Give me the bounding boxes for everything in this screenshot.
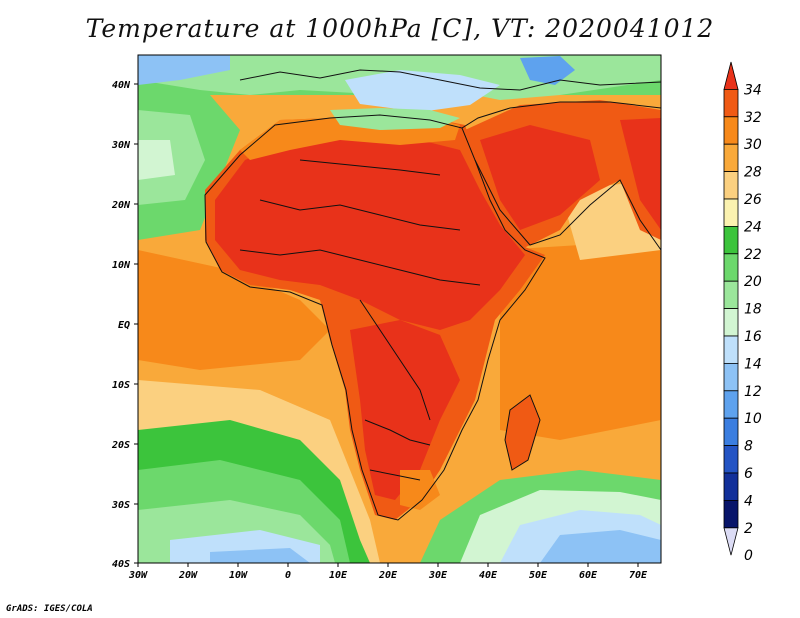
lat-label: 20N (111, 200, 131, 211)
lat-label: 30N (111, 140, 131, 151)
lon-label: 40E (479, 570, 498, 581)
colorbar-label: 32 (744, 110, 762, 126)
lon-label: 30E (428, 570, 448, 581)
colorbar-segment (723, 61, 739, 90)
lon-label: 30W (128, 570, 148, 581)
colorbar-segment (723, 527, 739, 556)
colorbar-segment (723, 445, 739, 474)
credit-text: GrADS: IGES/COLA (6, 604, 93, 614)
lon-label: 0 (285, 570, 291, 581)
colorbar-label: 8 (744, 439, 753, 455)
colorbar-segment (723, 171, 739, 200)
colorbar-segment (723, 417, 739, 447)
temperature-field (138, 55, 661, 563)
colorbar-segment (723, 225, 739, 255)
colorbar-label: 2 (744, 521, 753, 537)
longitude-labels: 30W 20W 10W 0 10E 20E 30E 40E 50E 60E 70… (128, 570, 648, 581)
latitude-labels: 40N 30N 20N 10N EQ 10S 20S 30S 40S (111, 80, 131, 570)
lat-label: 30S (111, 500, 130, 511)
colorbar-label: 18 (744, 302, 762, 318)
colorbar-segment (723, 499, 739, 529)
colorbar-label: 14 (744, 356, 762, 372)
lon-label: 70E (629, 570, 648, 581)
colorbar-segment (723, 335, 739, 364)
lon-label: 20E (378, 570, 398, 581)
colorbar-label: 34 (744, 82, 762, 98)
colorbar-label: 24 (744, 219, 762, 235)
colorbar-label: 0 (744, 548, 753, 564)
colorbar-segment (723, 472, 739, 501)
colorbar-segment (723, 116, 739, 145)
colorbar-label: 12 (744, 384, 762, 400)
colorbar-label: 22 (744, 247, 762, 263)
colorbar-segment (723, 280, 739, 310)
colorbar-label: 4 (744, 493, 753, 509)
lat-label: EQ (118, 320, 130, 331)
colorbar-label: 16 (744, 329, 762, 345)
colorbar-label: 20 (744, 274, 762, 290)
lat-label: 40N (112, 80, 131, 91)
colorbar-segment (723, 143, 739, 172)
colorbar-segment (723, 390, 739, 419)
coastlines (204, 69, 661, 521)
map-frame (137, 54, 662, 564)
axis-ticks (134, 83, 639, 567)
lat-label: 40S (112, 559, 130, 570)
lon-label: 10E (329, 570, 348, 581)
lat-label: 20S (111, 440, 130, 451)
colorbar-segment (723, 198, 739, 227)
colorbar-segment (723, 308, 739, 337)
colorbar-label: 6 (744, 466, 753, 482)
colorbar-label: 10 (744, 411, 762, 427)
lon-label: 20W (178, 570, 198, 581)
lat-label: 10N (112, 260, 131, 271)
colorbar-label: 26 (744, 192, 762, 208)
colorbar-segment (723, 89, 739, 118)
colorbar-segment (723, 253, 739, 282)
lon-label: 50E (529, 570, 548, 581)
colorbar-label: 30 (744, 137, 762, 153)
lon-label: 10W (229, 570, 248, 581)
map-title: Temperature at 1000hPa [C], VT: 20200410… (85, 14, 715, 43)
lat-label: 10S (112, 380, 130, 391)
colorbar-label: 28 (744, 165, 762, 181)
colorbar-segment (723, 362, 739, 392)
lon-label: 60E (579, 570, 598, 581)
